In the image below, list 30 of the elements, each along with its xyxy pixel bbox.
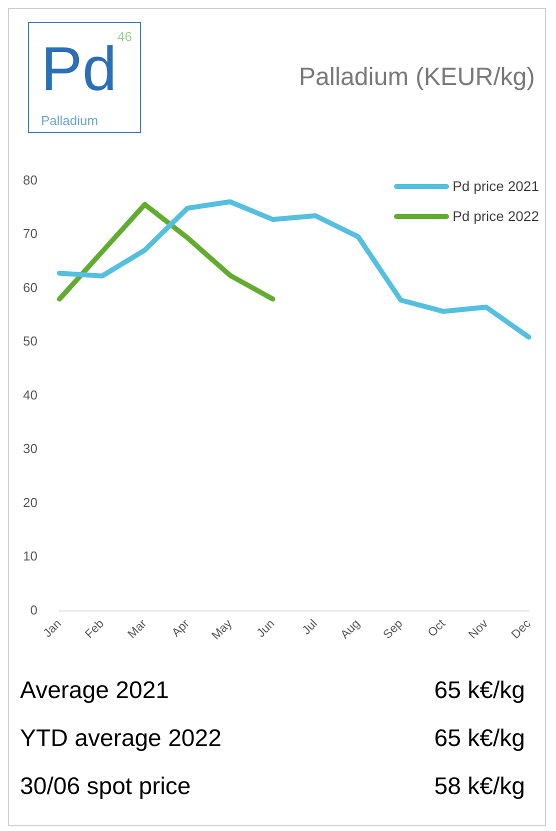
text: Average 2021 [20,677,170,706]
x-tick-label: Sep [380,616,406,642]
y-tick-label: 40 [22,387,38,402]
y-tick-label: 10 [22,548,38,564]
x-tick-label: Aug [338,616,363,642]
x-tick-label: Dec [508,616,534,642]
y-tick-label: 60 [22,280,38,295]
text: 58 k€/kg [434,773,525,802]
text: 65 k€/kg [434,677,525,706]
legend-label: Pd price 2021 [452,178,539,194]
chart-title: Palladium (KEUR/kg) [298,63,535,92]
x-tick-label: Jun [254,616,278,640]
text: 30/06 spot price [20,773,191,802]
x-tick-label: Feb [82,616,107,641]
text: 65 k€/kg [434,725,525,754]
x-tick-label: Apr [168,616,192,640]
y-tick-label: 80 [22,172,38,188]
y-tick-label: 50 [22,334,38,349]
x-tick-label: Jul [299,616,320,638]
x-tick-label: May [208,616,235,642]
x-tick-label: Nov [466,616,491,642]
y-tick-label: 70 [22,226,38,242]
y-tick-label: 30 [22,441,38,456]
y-tick-label: 0 [30,602,38,618]
x-tick-label: Jan [40,616,64,640]
legend-label: Pd price 2022 [452,208,539,224]
x-tick-label: Mar [124,616,150,641]
text: YTD average 2022 [20,725,222,754]
y-tick-label: 20 [22,494,38,510]
x-tick-label: Oct [424,616,448,640]
